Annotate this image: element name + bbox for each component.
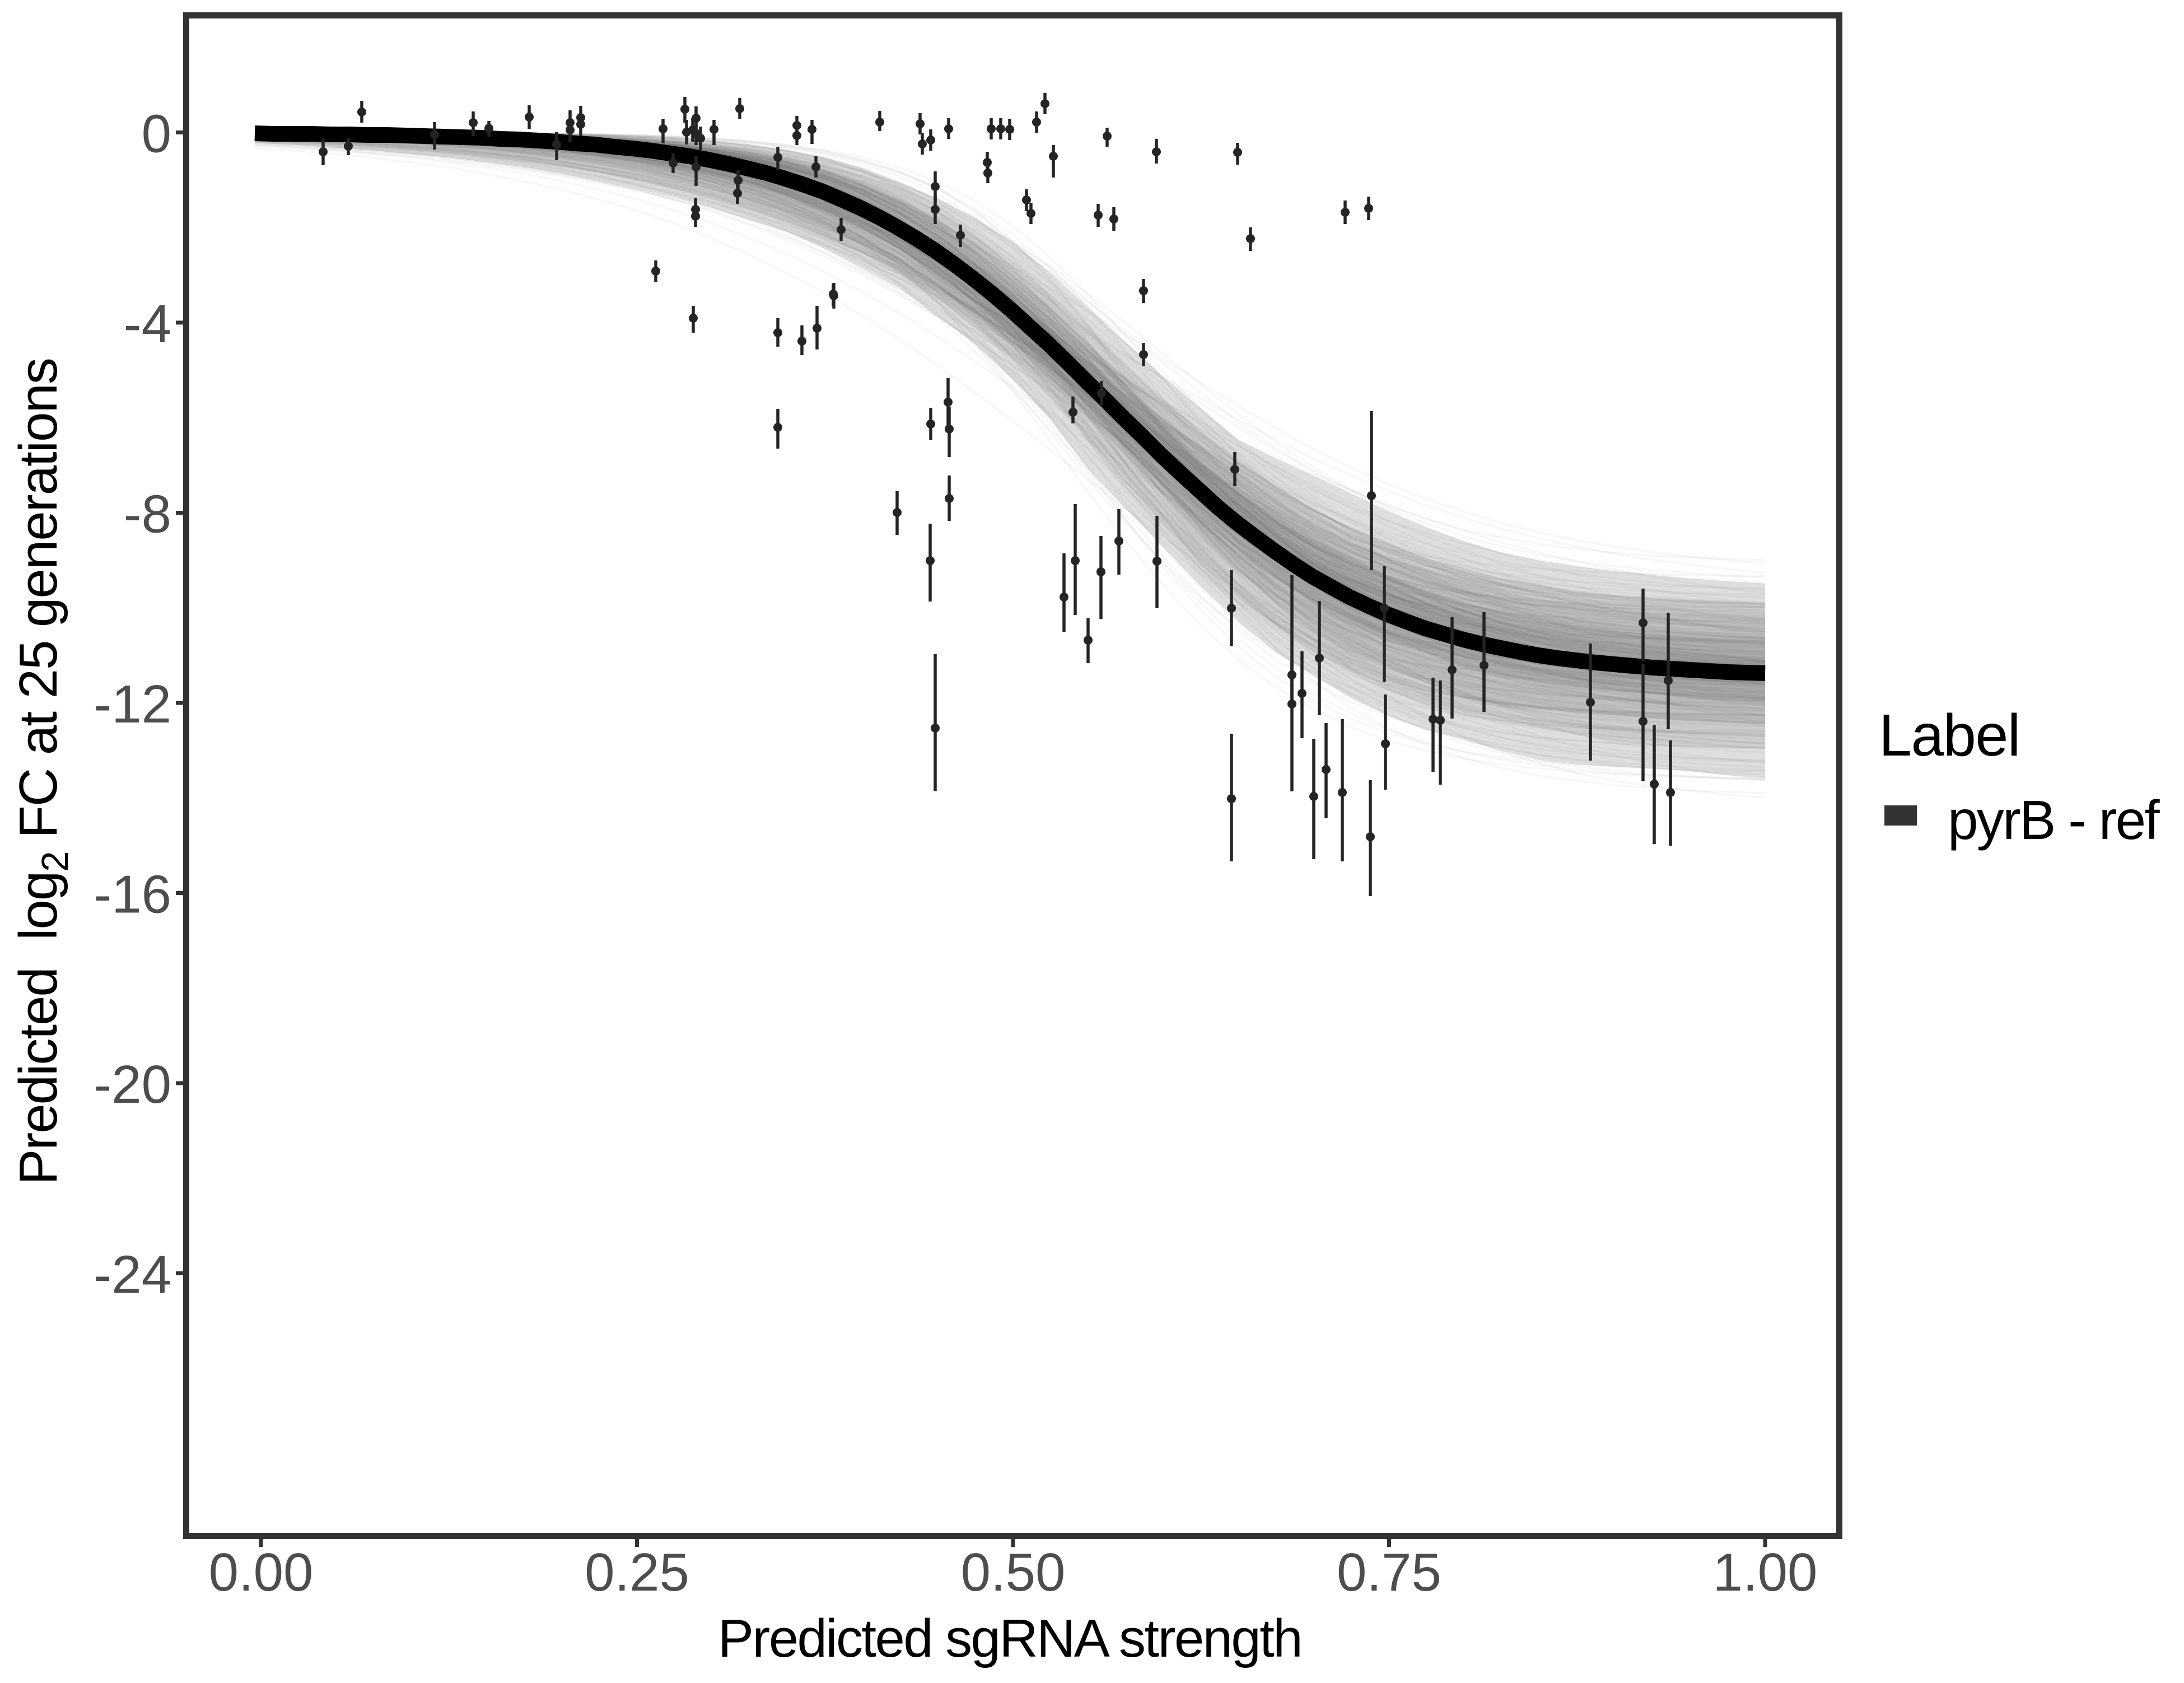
svg-text:Predicted sgRNA strength: Predicted sgRNA strength — [718, 1609, 1301, 1668]
svg-text:0.75: 0.75 — [1337, 1542, 1441, 1602]
svg-text:Label: Label — [1879, 702, 2020, 768]
svg-text:Predicted log2 FC at 25 gener: Predicted log2 FC at 25 generations — [8, 358, 76, 1185]
svg-text:1.00: 1.00 — [1713, 1542, 1818, 1602]
svg-text:0.50: 0.50 — [961, 1542, 1066, 1602]
svg-text:0.25: 0.25 — [585, 1542, 689, 1602]
svg-text:0: 0 — [142, 104, 171, 164]
svg-text:-8: -8 — [124, 484, 171, 544]
svg-text:-24: -24 — [94, 1245, 171, 1305]
svg-text:-4: -4 — [124, 294, 171, 354]
svg-text:0.00: 0.00 — [209, 1542, 314, 1602]
svg-text:pyrB - ref: pyrB - ref — [1948, 789, 2160, 851]
svg-text:-12: -12 — [94, 674, 171, 734]
svg-text:-20: -20 — [94, 1055, 171, 1115]
svg-text:-16: -16 — [94, 865, 171, 925]
